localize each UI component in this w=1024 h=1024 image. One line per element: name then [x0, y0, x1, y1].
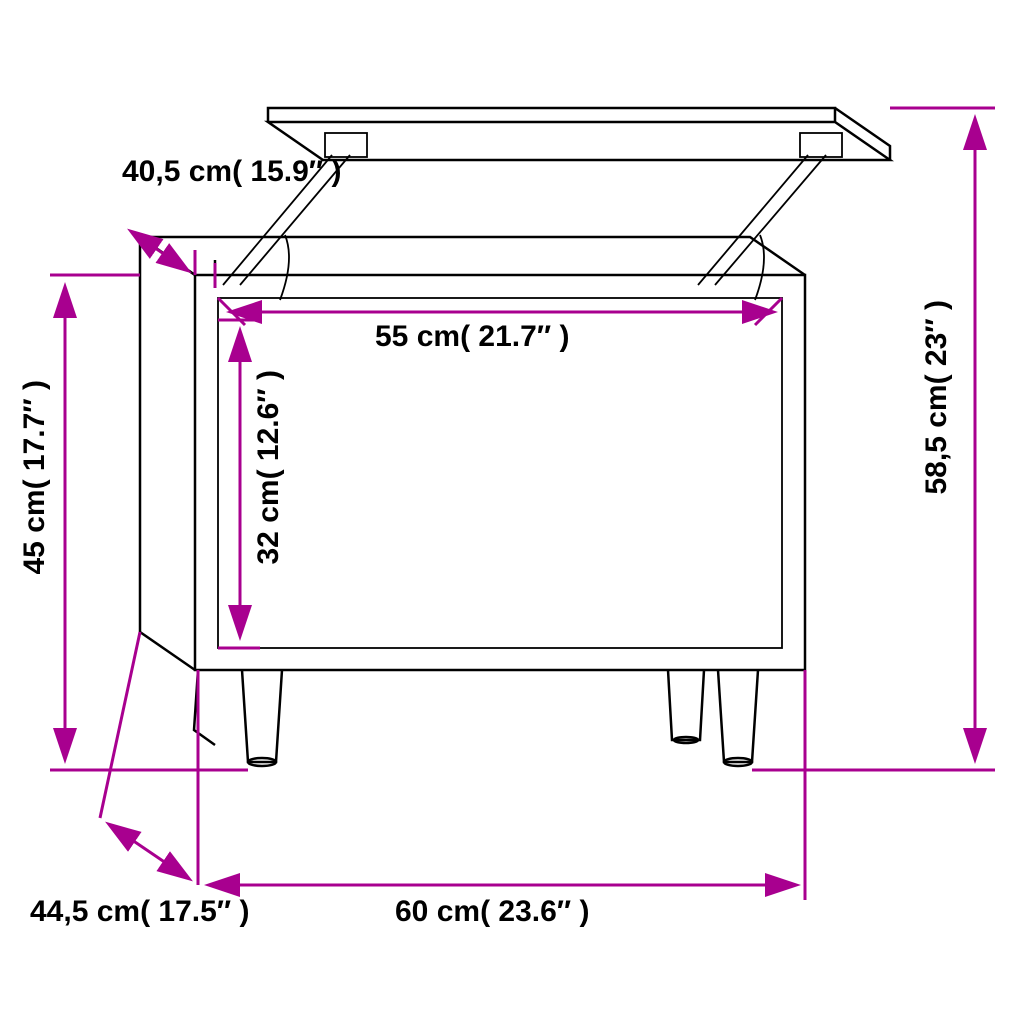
dimension-lines — [50, 108, 995, 900]
label-inner-width: 55 cm( 21.7″ ) — [375, 320, 570, 354]
label-outer-height: 45 cm( 17.7″ ) — [18, 380, 52, 575]
lift-top — [223, 108, 890, 300]
leg-front-right — [718, 670, 758, 766]
leg-front-left — [242, 670, 282, 766]
label-full-height: 58,5 cm( 23″ ) — [920, 300, 954, 495]
label-width-bottom: 60 cm( 23.6″ ) — [395, 895, 590, 929]
label-inner-height: 32 cm( 12.6″ ) — [252, 370, 286, 565]
label-depth-top: 40,5 cm( 15.9″ ) — [122, 155, 342, 189]
leg-back-right — [668, 670, 704, 743]
dim-width-bottom — [210, 670, 805, 900]
label-depth-bottom: 44,5 cm( 17.5″ ) — [30, 895, 250, 929]
dim-depth-bottom — [100, 632, 198, 885]
